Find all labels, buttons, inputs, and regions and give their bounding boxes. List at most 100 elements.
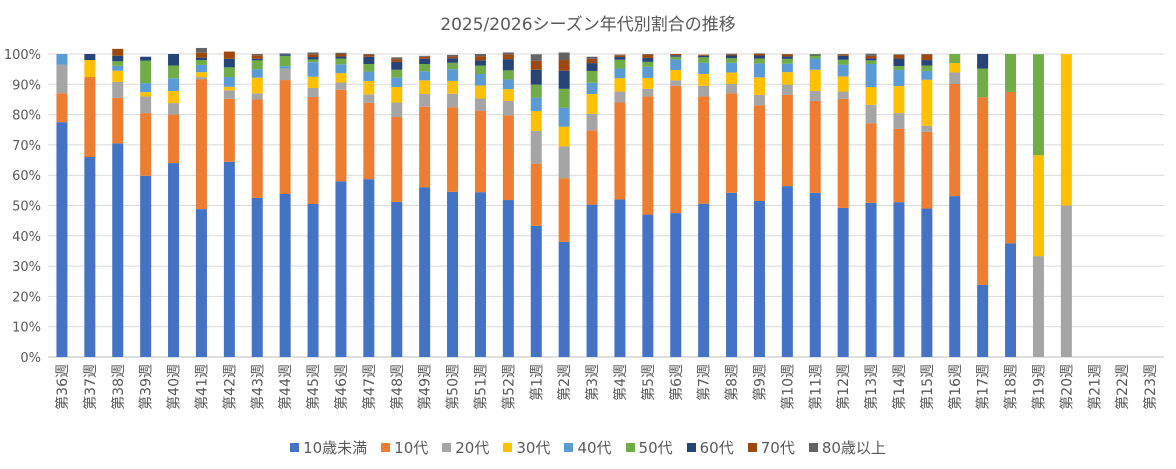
bar-segment	[866, 203, 877, 357]
bar-segment	[363, 64, 374, 72]
bar-segment	[726, 58, 737, 63]
bar-segment	[531, 98, 542, 111]
bar-segment	[698, 63, 709, 74]
bar-segment	[587, 114, 598, 130]
x-tick-label: 第42週	[221, 364, 238, 410]
bar-segment	[363, 179, 374, 357]
bar-segment	[252, 55, 263, 59]
bar-segment	[1005, 54, 1016, 92]
bar-segment	[614, 92, 625, 103]
bar-segment	[587, 94, 598, 114]
bar-segment	[447, 94, 458, 108]
bar-segment	[335, 53, 346, 54]
bar-segment	[475, 74, 486, 86]
bar-segment	[224, 90, 235, 98]
bar-segment	[559, 178, 570, 242]
bar-segment	[1061, 54, 1072, 206]
bar-segment	[196, 79, 207, 209]
x-tick-label: 第49週	[417, 364, 434, 410]
bar-segment	[614, 78, 625, 91]
bar-segment	[503, 70, 514, 79]
bar-segment	[140, 61, 151, 83]
bar-segment	[112, 61, 123, 66]
bar-segment	[280, 56, 291, 66]
x-tick-label: 第11週	[807, 364, 824, 410]
bar-segment	[642, 67, 653, 78]
legend-swatch	[564, 443, 573, 452]
bar-segment	[614, 199, 625, 357]
bar-segment	[140, 96, 151, 113]
bar-segment	[391, 70, 402, 78]
bar-segment	[168, 103, 179, 115]
bar-segment	[308, 77, 319, 88]
bar-segment	[587, 63, 598, 71]
x-tick-label: 第43週	[249, 364, 266, 410]
bar-segment	[642, 55, 653, 58]
bar-segment	[252, 54, 263, 55]
bar-segment	[475, 192, 486, 357]
bar-segment	[921, 60, 932, 65]
x-tick-label: 第3週	[584, 364, 601, 401]
bar-segment	[224, 87, 235, 91]
bar-segment	[782, 95, 793, 186]
bar-segment	[587, 57, 598, 59]
bar-segment	[893, 59, 904, 67]
legend-label: 40代	[577, 437, 611, 458]
x-tick-label: 第17週	[975, 364, 992, 410]
bar-segment	[559, 146, 570, 178]
bar-segment	[391, 59, 402, 62]
bar-segment	[475, 86, 486, 99]
bar-segment	[224, 67, 235, 77]
bar-segment	[363, 103, 374, 179]
bar-segment	[475, 66, 486, 74]
bar-segment	[921, 66, 932, 71]
y-tick-label: 0%	[20, 351, 41, 366]
bar-segment	[531, 61, 542, 70]
bar-segment	[866, 123, 877, 202]
legend: 10歳未満 10代 20代 30代 40代 50代 60代 70代 80歳以上	[0, 437, 1176, 458]
bar-segment	[782, 186, 793, 357]
bar-segment	[670, 59, 681, 70]
x-tick-label: 第4週	[612, 364, 629, 401]
y-tick-label: 20%	[12, 290, 41, 305]
bar-segment	[224, 77, 235, 87]
bar-segment	[782, 72, 793, 84]
bar-segment	[949, 196, 960, 357]
bar-segment	[475, 56, 486, 60]
bar-segment	[308, 62, 319, 77]
bar-segment	[866, 105, 877, 123]
bar-segment	[949, 72, 960, 84]
bar-segment	[866, 54, 877, 56]
bar-segment	[168, 66, 179, 79]
bar-segment	[670, 55, 681, 57]
x-tick-label: 第46週	[333, 364, 350, 410]
bar-segment	[838, 54, 849, 55]
bar-segment	[559, 52, 570, 60]
bar-segment	[503, 59, 514, 70]
x-tick-label: 第21週	[1086, 364, 1103, 410]
bar-segment	[1033, 54, 1044, 155]
bar-segment	[614, 69, 625, 79]
bar-segment	[363, 57, 374, 64]
bar-segment	[726, 72, 737, 84]
bar-segment	[363, 55, 374, 57]
bar-segment	[252, 78, 263, 94]
bar-segment	[419, 59, 430, 64]
bar-segment	[838, 92, 849, 99]
bar-segment	[252, 60, 263, 69]
bar-segment	[893, 113, 904, 129]
legend-item: 20代	[442, 437, 489, 458]
bar-segment	[754, 201, 765, 357]
bar-segment	[391, 57, 402, 59]
bar-segment	[335, 82, 346, 89]
bar-segment	[503, 89, 514, 101]
bar-segment	[1061, 206, 1072, 358]
bar-segment	[252, 93, 263, 99]
bar-segment	[56, 54, 67, 65]
bar-segment	[726, 55, 737, 56]
bar-segment	[670, 54, 681, 55]
legend-item: 10歳未満	[290, 437, 367, 458]
bar-segment	[140, 176, 151, 357]
bar-segment	[475, 54, 486, 56]
